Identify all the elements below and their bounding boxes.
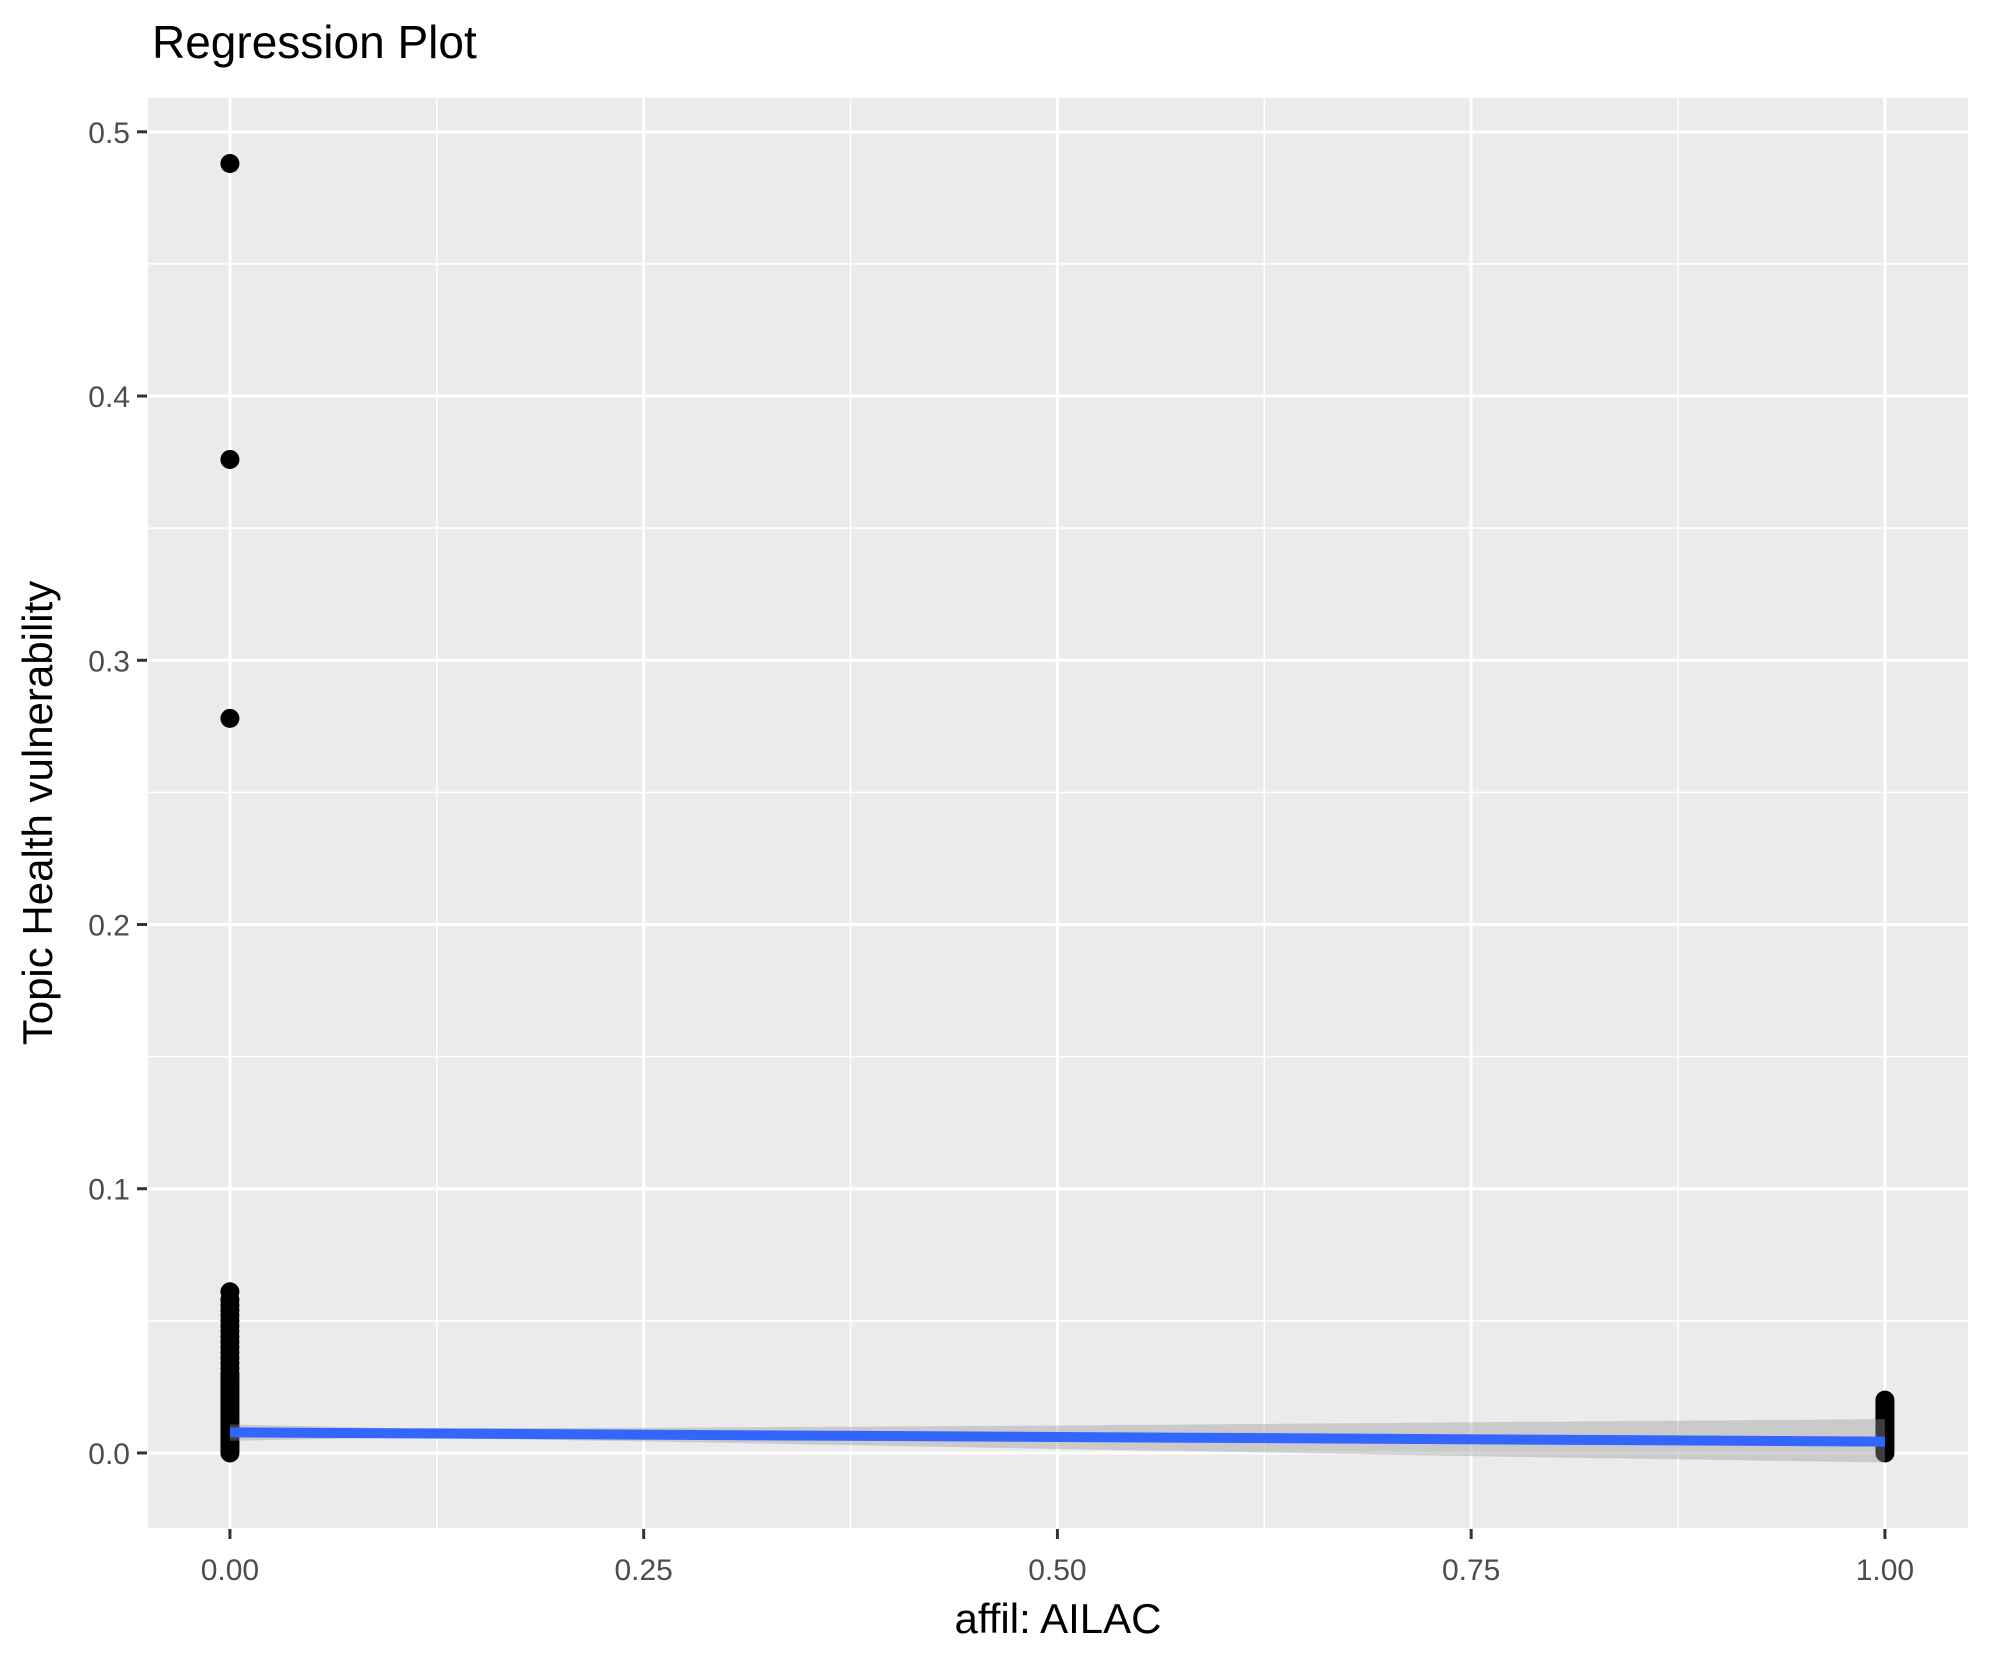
y-tick-label: 0.2: [88, 910, 130, 943]
data-point: [220, 1282, 240, 1302]
x-tick-label: 0.25: [614, 1554, 672, 1587]
y-tick-label: 0.3: [88, 645, 130, 678]
x-tick-label: 0.50: [1028, 1554, 1086, 1587]
regression-line: [229, 1427, 1885, 1447]
smooth-layer: [229, 1419, 1885, 1463]
data-point: [220, 449, 240, 469]
y-tick-label: 0.5: [88, 117, 130, 150]
grid-major-layer: [148, 98, 1968, 1528]
data-point: [220, 154, 240, 174]
x-tick-label: 0.00: [201, 1554, 259, 1587]
y-tick-label: 0.4: [88, 381, 130, 414]
y-tick-label: 0.1: [88, 1174, 130, 1207]
data-point: [1875, 1390, 1895, 1410]
x-tick-label: 1.00: [1856, 1554, 1914, 1587]
data-point: [220, 708, 240, 728]
x-tick-label: 0.75: [1442, 1554, 1500, 1587]
y-axis-title: Topic Health vulnerability: [14, 581, 61, 1046]
plot-title: Regression Plot: [152, 16, 477, 68]
x-axis-title: affil: AILAC: [954, 1595, 1161, 1642]
axes-layer: 0.00 0.25 0.50 0.75 1.00 0.0 0.1 0.2 0.3 0.4 0.5: [88, 117, 1914, 1587]
y-tick-label: 0.0: [88, 1438, 130, 1471]
